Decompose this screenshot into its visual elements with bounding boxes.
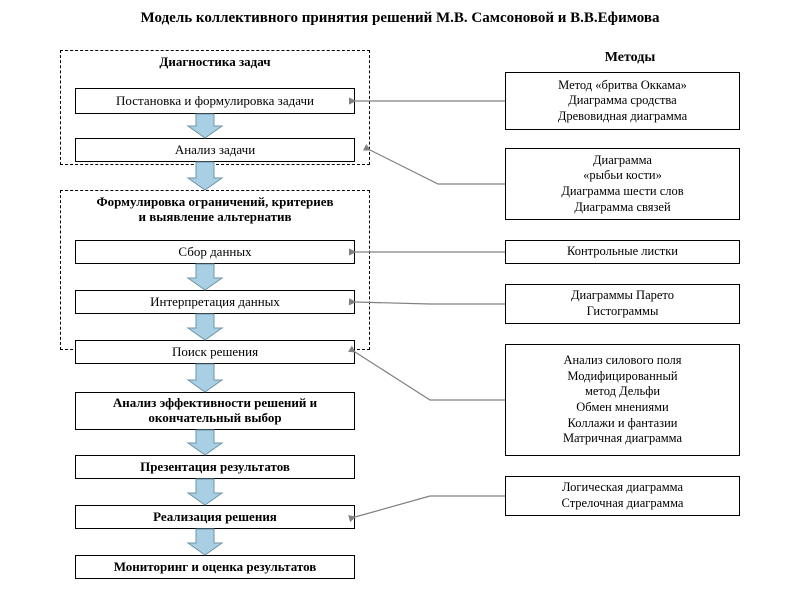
method-line: Модифицированный: [567, 369, 677, 385]
method-box: Метод «бритва Оккама»Диаграмма сродстваД…: [505, 72, 740, 130]
flow-step: Реализация решения: [75, 505, 355, 529]
down-arrow-icon: [188, 430, 222, 455]
flow-step: Поиск решения: [75, 340, 355, 364]
connector-line: [355, 496, 505, 517]
method-line: Гистограммы: [587, 304, 659, 320]
down-arrow-icon: [188, 364, 222, 392]
method-line: Диаграмма шести слов: [561, 184, 683, 200]
flow-step: Анализ задачи: [75, 138, 355, 162]
methods-header: Методы: [555, 50, 705, 66]
method-line: Диаграмма сродства: [568, 93, 676, 109]
method-line: Диаграммы Парето: [571, 288, 674, 304]
flow-step: Анализ эффективности решений иокончатель…: [75, 392, 355, 430]
method-line: Коллажи и фантазии: [568, 416, 678, 432]
connector-line: [355, 352, 505, 400]
flow-step: Мониторинг и оценка результатов: [75, 555, 355, 579]
group-title: Формулировка ограничений, критериеви выя…: [61, 195, 369, 225]
method-line: Диаграмма: [593, 153, 652, 169]
method-line: Диаграмма связей: [574, 200, 670, 216]
method-box: Диаграмма«рыбьи кости»Диаграмма шести сл…: [505, 148, 740, 220]
method-line: Контрольные листки: [567, 244, 678, 260]
method-box: Логическая диаграммаСтрелочная диаграмма: [505, 476, 740, 516]
connector-line: [370, 150, 505, 184]
method-line: Древовидная диаграмма: [558, 109, 687, 125]
dashed-group: Формулировка ограничений, критериеви выя…: [60, 190, 370, 350]
method-line: Анализ силового поля: [563, 353, 681, 369]
flow-step: Презентация результатов: [75, 455, 355, 479]
method-line: Логическая диаграмма: [562, 480, 683, 496]
down-arrow-icon: [188, 479, 222, 505]
method-line: Обмен мнениями: [576, 400, 668, 416]
method-line: Метод «бритва Оккама»: [558, 78, 687, 94]
method-line: Матричная диаграмма: [563, 431, 682, 447]
down-arrow-icon: [188, 162, 222, 190]
flow-step: Сбор данных: [75, 240, 355, 264]
diagram-title: Модель коллективного принятия решений М.…: [0, 10, 800, 27]
method-box: Диаграммы ПаретоГистограммы: [505, 284, 740, 324]
flow-step: Постановка и формулировка задачи: [75, 88, 355, 114]
method-line: Стрелочная диаграмма: [562, 496, 684, 512]
method-line: «рыбьи кости»: [583, 168, 662, 184]
method-box: Анализ силового поляМодифицированныймето…: [505, 344, 740, 456]
method-box: Контрольные листки: [505, 240, 740, 264]
down-arrow-icon: [188, 529, 222, 555]
group-title: Диагностика задач: [61, 55, 369, 70]
connector-line: [355, 302, 505, 304]
method-line: метод Дельфи: [585, 384, 660, 400]
flow-step: Интерпретация данных: [75, 290, 355, 314]
